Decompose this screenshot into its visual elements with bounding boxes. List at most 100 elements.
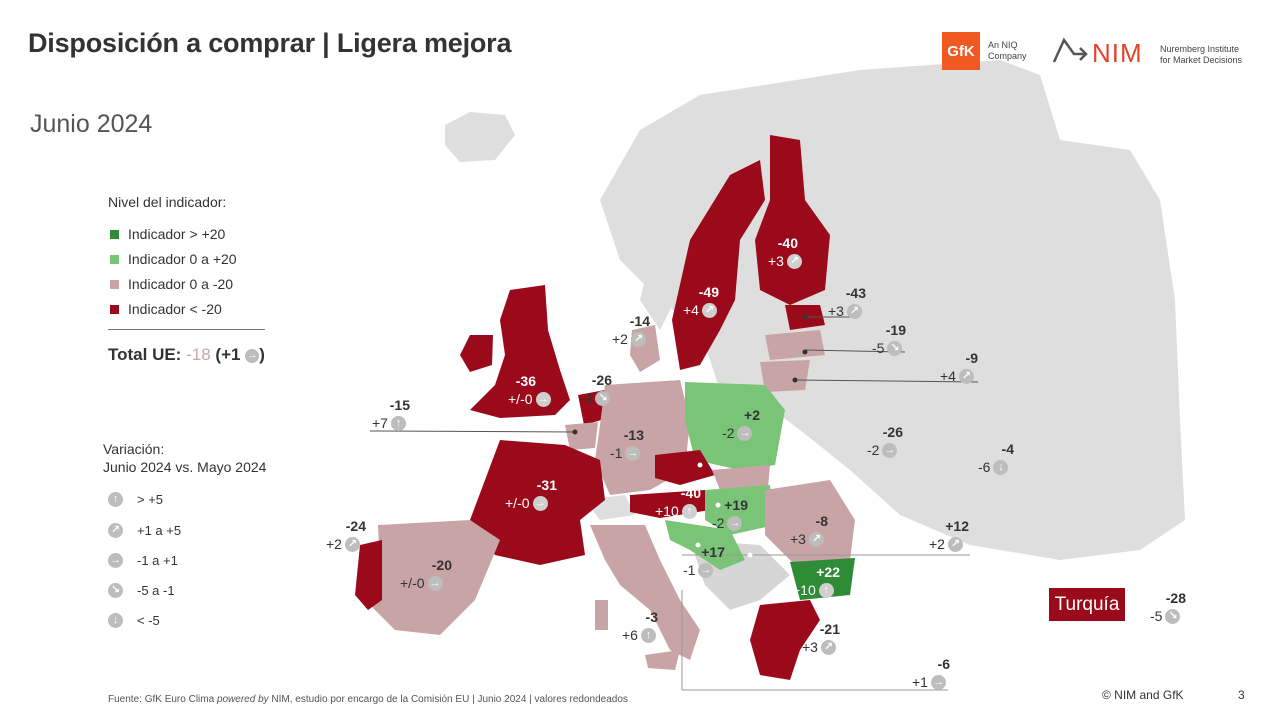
- country-label-greece: -21 +3 ↗: [802, 621, 840, 655]
- arrow-right-icon: →: [882, 442, 898, 458]
- map-region-bulgaria: [790, 558, 855, 600]
- country-label-netherlands: -26 -4 ↘: [580, 372, 612, 406]
- copyright: © NIM and GfK: [1102, 688, 1184, 702]
- country-label-turkey: -28 -5 ↘: [1150, 590, 1186, 624]
- arrow-up-icon: ↑: [108, 492, 123, 507]
- legend-swatch: [110, 279, 119, 289]
- arrow-up-icon: ↑: [390, 415, 406, 431]
- country-label-estonia: -43 +3 ↗: [828, 285, 866, 319]
- arrow-up-right-icon: ↗: [344, 536, 360, 552]
- gfk-tagline: An NIQ Company: [988, 40, 1027, 61]
- gfk-logo: GfK: [942, 32, 980, 70]
- change-legend-item: ↑ > +5: [108, 492, 163, 507]
- map-region-latvia: [765, 330, 825, 360]
- map-region-portugal: [355, 540, 382, 610]
- country-label-finland: -40 +3 ↗: [768, 234, 802, 270]
- country-label-luxembourg: -15 +7 ↑: [372, 397, 410, 431]
- map-region-finland: [755, 135, 830, 305]
- nim-logo: NIM: [1092, 38, 1143, 68]
- arrow-right-icon: →: [625, 445, 641, 461]
- arrow-right-icon: →: [245, 348, 260, 363]
- change-legend-item: ↓ < -5: [108, 613, 160, 628]
- arrow-right-icon: →: [535, 391, 551, 407]
- change-legend-item: ↗ +1 a +5: [108, 523, 181, 538]
- map-region-belgium: [565, 422, 598, 450]
- arrow-down-right-icon: ↘: [887, 340, 903, 356]
- country-label-denmark: -14 +2 ↗: [612, 313, 650, 347]
- map-region-ireland: [460, 335, 493, 372]
- country-label-portugal: -24 +2 ↗: [326, 518, 366, 552]
- arrow-down-icon: ↓: [993, 459, 1009, 475]
- level-legend-item: Indicador 0 a +20: [110, 251, 237, 267]
- level-legend-title: Nivel del indicador:: [108, 194, 227, 210]
- change-legend-item: ↘ -5 a -1: [108, 583, 175, 598]
- map-region-greece: [750, 600, 820, 680]
- map-region-poland: [685, 382, 785, 470]
- arrow-right-icon: →: [108, 553, 123, 568]
- arrow-up-right-icon: ↗: [786, 253, 802, 269]
- arrow-up-right-icon: ↗: [846, 303, 862, 319]
- change-legend-title: Variación: Junio 2024 vs. Mayo 2024: [103, 441, 267, 475]
- legend-swatch: [110, 254, 119, 264]
- map-region-slovakia: [712, 465, 770, 490]
- country-label-romania: -8 +3 ↗: [790, 513, 828, 547]
- arrow-right-icon: →: [427, 575, 443, 591]
- country-label-latvia: -19 -5 ↘: [872, 322, 906, 356]
- arrow-right-icon: →: [737, 425, 753, 441]
- legend-swatch: [110, 304, 119, 314]
- map-region-croatia: [665, 520, 745, 570]
- leader-line-lithuania: [794, 379, 979, 383]
- country-label-austria: -40 +10 ↑: [655, 485, 701, 519]
- arrow-right-icon: →: [727, 515, 743, 531]
- turkey-badge: Turquía: [1049, 588, 1125, 621]
- country-label-lithuania: -9 +4 ↗: [940, 350, 978, 384]
- page-subtitle: Junio 2024: [30, 110, 153, 138]
- map-region-italy: [590, 525, 700, 660]
- arrow-down-icon: ↓: [108, 613, 123, 628]
- map-region-uk: [470, 285, 570, 418]
- arrow-up-right-icon: ↗: [947, 536, 963, 552]
- nim-logo-icon: [1052, 37, 1088, 63]
- map-region-sardinia: [595, 600, 608, 630]
- country-label-hungary: +19 -2 →: [712, 497, 748, 531]
- arrow-down-right-icon: ↘: [108, 583, 123, 598]
- country-label-spain: -20 +/-0 →: [400, 557, 452, 591]
- legend-swatch: [110, 229, 119, 239]
- level-legend-item: Indicador 0 a -20: [110, 276, 233, 292]
- country-label-malta: -6 +1 →: [912, 656, 950, 690]
- arrow-down-right-icon: ↘: [595, 390, 611, 406]
- nim-tagline: Nuremberg Institute for Market Decisions: [1160, 44, 1243, 65]
- map-region-hungary: [705, 485, 775, 535]
- map-region-sicily: [645, 650, 680, 670]
- country-label-ukraine-area: -4 -6 ↓: [978, 441, 1014, 475]
- source-footnote: Fuente: GfK Euro Clima powered by NIM, e…: [108, 694, 628, 705]
- arrow-up-right-icon: ↗: [630, 331, 646, 347]
- map-region-czechia: [655, 450, 715, 485]
- arrow-up-icon: ↑: [681, 503, 697, 519]
- arrow-right-icon: →: [532, 495, 548, 511]
- map-region-romania: [765, 480, 855, 565]
- country-label-italy: -3 +6 ↑: [622, 609, 658, 643]
- arrow-down-right-icon: ↘: [1165, 608, 1181, 624]
- eu-total: Total UE: -18 (+1 →): [108, 345, 265, 364]
- leader-line-luxembourg: [369, 430, 576, 433]
- map-region-sweden: [672, 160, 765, 370]
- country-label-bulgaria: +22 +10 ↑: [792, 564, 840, 598]
- level-legend-item: Indicador < -20: [110, 301, 222, 317]
- country-label-sweden: -49 +4 ↗: [683, 284, 719, 318]
- map-region-iceland: [445, 112, 515, 162]
- page-title: Disposición a comprar | Ligera mejora: [28, 28, 512, 58]
- country-label-uk: -36 +/-0 →: [508, 373, 551, 407]
- country-label-poland: +2 -2 →: [722, 407, 760, 441]
- arrow-right-icon: →: [930, 674, 946, 690]
- country-label-germany: -13 -1 →: [610, 427, 644, 461]
- arrow-up-right-icon: ↗: [958, 368, 974, 384]
- country-label-croatia: +17 -1 →: [683, 544, 725, 578]
- level-legend-item: Indicador > +20: [110, 226, 225, 242]
- arrow-up-right-icon: ↗: [108, 523, 123, 538]
- country-label-france: -31 +/-0 →: [505, 477, 557, 511]
- arrow-up-right-icon: ↗: [820, 639, 836, 655]
- arrow-up-icon: ↑: [640, 627, 656, 643]
- legend-divider: [108, 329, 265, 330]
- arrow-right-icon: →: [698, 562, 714, 578]
